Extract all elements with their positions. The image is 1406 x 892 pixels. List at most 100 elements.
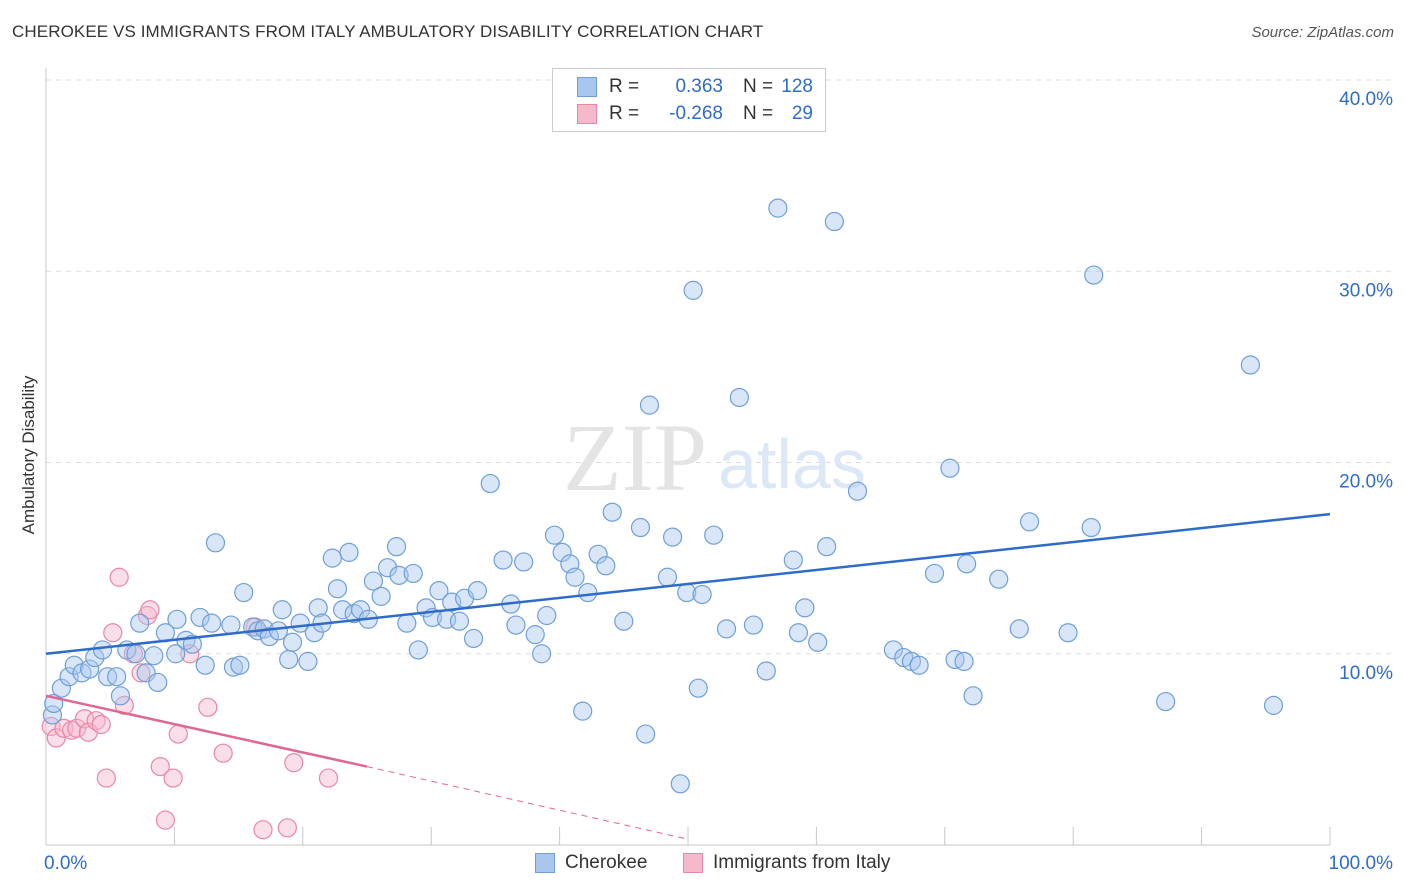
data-point-cherokee (630, 517, 651, 538)
data-point-cherokee (327, 579, 348, 599)
data-point-cherokee (795, 598, 815, 618)
data-point-italy (318, 768, 339, 788)
data-point-cherokee (704, 525, 724, 545)
data-point-cherokee (130, 613, 150, 633)
data-point-cherokee (126, 644, 146, 664)
data-point-cherokee (525, 625, 545, 645)
data-point-cherokee (389, 565, 409, 585)
data-point-cherokee (190, 607, 210, 628)
data-point-italy (155, 810, 176, 830)
bottom-legend-label-italy: Immigrants from Italy (713, 852, 891, 873)
legend-r-value: 0.363 (675, 76, 723, 97)
data-point-cherokee (683, 280, 703, 300)
data-point-cherokee (954, 651, 974, 672)
data-point-cherokee (963, 686, 983, 706)
data-point-cherokee (514, 552, 534, 572)
data-point-italy (198, 697, 218, 717)
data-point-italy (168, 724, 188, 744)
data-point-cherokee (573, 701, 593, 721)
series-immigrants-from-italy (41, 567, 339, 840)
data-point-cherokee (883, 640, 904, 660)
data-point-cherokee (322, 548, 342, 568)
data-point-italy (67, 718, 87, 738)
bottom-legend-cherokee: Cherokee (535, 852, 647, 874)
data-point-cherokee (282, 632, 303, 652)
data-point-cherokee (636, 724, 656, 744)
data-point-cherokee (80, 659, 100, 679)
x-tick-label: 100.0% (1329, 853, 1394, 874)
data-point-cherokee (532, 644, 552, 664)
data-point-cherokee (909, 655, 929, 675)
data-point-cherokee (363, 571, 384, 591)
data-point-italy (277, 818, 297, 838)
legend-n-value: 128 (781, 76, 813, 97)
data-point-cherokee (298, 651, 318, 672)
data-point-cherokee (371, 586, 391, 606)
data-point-cherokee (144, 646, 164, 666)
data-point-cherokee (588, 544, 608, 564)
data-point-cherokee (596, 556, 616, 576)
data-point-cherokee (429, 581, 449, 601)
legend-row-italy: R = -0.268 N = 29 (577, 101, 813, 127)
data-point-cherokee (639, 395, 660, 415)
data-point-italy (150, 756, 170, 777)
data-point-cherokee (442, 592, 462, 612)
data-point-cherokee (989, 569, 1009, 589)
data-point-cherokee (1240, 355, 1260, 375)
x-tick-label: 0.0% (44, 853, 87, 874)
data-point-cherokee (195, 655, 215, 675)
data-point-italy (86, 711, 106, 731)
data-point-cherokee (64, 655, 84, 675)
bottom-legend-swatch-cherokee (535, 853, 555, 873)
data-point-cherokee (107, 667, 127, 687)
data-point-cherokee (729, 387, 749, 408)
data-point-cherokee (1156, 691, 1176, 712)
watermark-atlas: atlas (718, 425, 866, 503)
data-point-cherokee (230, 655, 250, 675)
watermark-zip: ZIP (563, 404, 707, 511)
data-point-italy (96, 768, 116, 788)
legend-swatch-italy (577, 104, 597, 124)
legend-r-value: -0.268 (669, 103, 723, 124)
data-point-cherokee (692, 584, 712, 605)
y-tick-label: 40.0% (1339, 89, 1393, 110)
data-point-cherokee (59, 667, 79, 687)
data-point-cherokee (506, 615, 526, 635)
data-point-italy (103, 623, 123, 643)
data-point-italy (253, 820, 273, 840)
data-point-cherokee (957, 554, 977, 574)
data-point-cherokee (167, 609, 187, 629)
data-point-cherokee (924, 563, 945, 584)
legend-n-label: N = (743, 76, 774, 97)
data-point-cherokee (148, 672, 168, 693)
trend-line-italy (45, 694, 368, 768)
data-point-italy (213, 743, 233, 763)
data-point-cherokee (202, 613, 222, 633)
data-point-cherokee (51, 678, 72, 698)
series-cherokee (42, 198, 1284, 794)
legend-row-cherokee: R = 0.363 N = 128 (577, 74, 813, 100)
data-point-cherokee (578, 582, 598, 603)
data-point-cherokee (657, 567, 678, 587)
legend-swatch-cherokee (577, 77, 597, 97)
data-point-cherokee (602, 502, 622, 522)
data-point-cherokee (408, 640, 428, 660)
data-point-cherokee (847, 481, 868, 501)
data-point-cherokee (1084, 265, 1104, 285)
grid-lines (46, 79, 1392, 655)
trend-line-italy-extension (366, 766, 689, 840)
data-point-cherokee (614, 611, 634, 631)
data-point-italy (109, 567, 129, 587)
data-point-cherokee (552, 542, 572, 562)
data-point-cherokee (768, 198, 788, 218)
data-point-italy (140, 600, 160, 620)
watermark: ZIP atlas (563, 404, 866, 511)
data-point-cherokee (940, 458, 960, 478)
data-point-cherokee (397, 613, 417, 633)
data-point-cherokee (386, 537, 407, 557)
y-tick-label: 10.0% (1339, 663, 1393, 684)
legend-r-label: R = (609, 76, 640, 97)
data-point-cherokee (788, 623, 809, 643)
data-point-italy (91, 714, 111, 735)
